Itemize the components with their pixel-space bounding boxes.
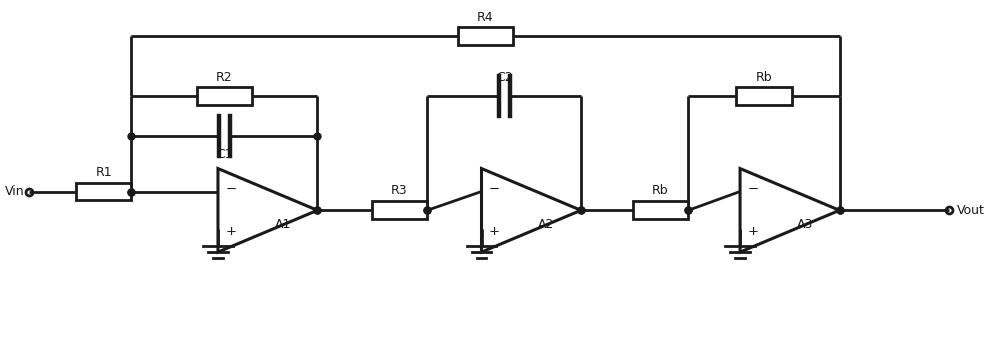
Text: A3: A3 [797,218,813,231]
Text: A2: A2 [538,218,554,231]
Text: C2: C2 [496,71,512,84]
Text: −: − [489,183,500,196]
Text: R4: R4 [477,11,494,24]
Text: Rb: Rb [652,184,669,197]
Bar [736,87,792,105]
Text: Vin: Vin [4,185,24,198]
Bar [633,201,688,219]
Text: Vout: Vout [957,204,985,217]
Text: −: − [747,183,759,196]
Text: R3: R3 [391,184,408,197]
Text: +: + [489,225,500,238]
Text: Rb: Rb [756,71,772,84]
Bar [76,183,131,200]
Text: +: + [225,225,236,238]
Text: −: − [225,183,236,196]
Text: +: + [747,225,758,238]
Bar [458,27,513,45]
Text: C1: C1 [216,148,233,161]
Bar [372,201,427,219]
Text: R2: R2 [216,71,233,84]
Bar [197,87,252,105]
Text: R1: R1 [95,166,112,179]
Text: A1: A1 [274,218,291,231]
